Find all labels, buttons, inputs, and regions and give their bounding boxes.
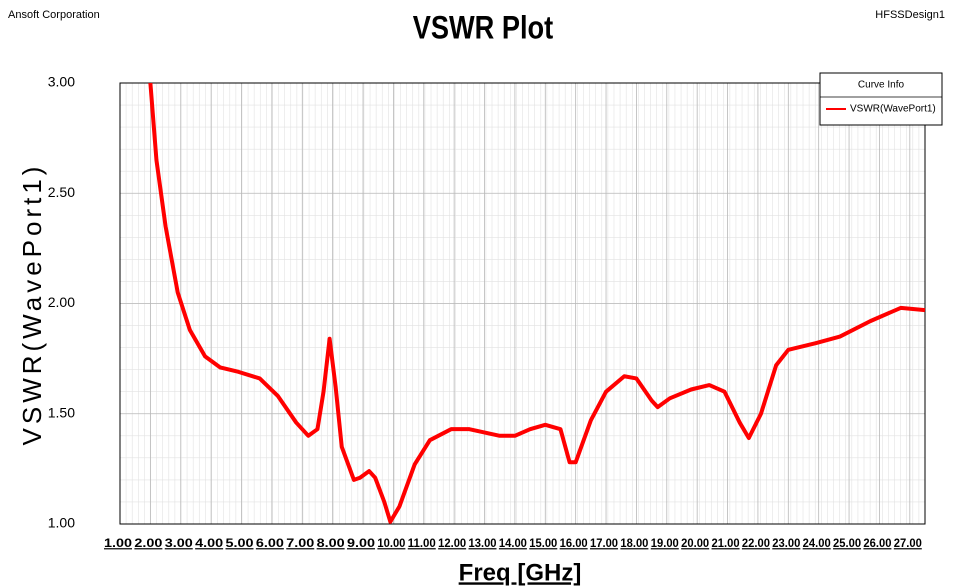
x-tick-label: 14.00 [499, 536, 527, 550]
y-tick-label: 1.00 [48, 515, 75, 531]
company: Ansoft Corporation [8, 9, 100, 21]
x-tick-label: 24.00 [803, 536, 831, 550]
x-tick-label: 13.00 [469, 536, 497, 550]
legend-title: Curve Info [858, 80, 905, 91]
x-axis-label: Freq [GHz] [459, 559, 582, 586]
x-tick-label: 23.00 [772, 536, 800, 550]
y-tick-label: 2.00 [48, 294, 75, 310]
x-tick-label: 25.00 [833, 536, 861, 550]
x-tick-label: 26.00 [863, 536, 891, 550]
x-tick-label: 10.00 [377, 536, 405, 550]
x-tick-label: 11.00 [408, 536, 436, 550]
legend-label: VSWR(WavePort1) [850, 104, 936, 115]
x-tick-label: 9.00 [347, 536, 375, 550]
x-tick-label: 22.00 [742, 536, 770, 550]
x-tick-label: 21.00 [712, 536, 740, 550]
x-tick-label: 1.00 [104, 536, 132, 550]
x-tick-label: 16.00 [560, 536, 588, 550]
x-tick-label: 15.00 [529, 536, 557, 550]
x-tick-label: 6.00 [256, 536, 284, 550]
y-axis-label: VSWR(WavePort1) [17, 163, 47, 446]
x-tick-label: 8.00 [317, 536, 345, 550]
x-tick-label: 18.00 [620, 536, 648, 550]
x-tick-label: 19.00 [651, 536, 679, 550]
chart-title: VSWR Plot [413, 10, 554, 46]
x-tick-label: 2.00 [134, 536, 162, 550]
x-tick-label: 4.00 [195, 536, 223, 550]
y-tick-label: 1.50 [48, 404, 75, 420]
plot-frame [119, 82, 926, 525]
y-tick-label: 3.00 [48, 74, 75, 90]
x-tick-label: 17.00 [590, 536, 618, 550]
legend-box [819, 72, 943, 126]
data-line [148, 82, 926, 524]
x-tick-label: 12.00 [438, 536, 466, 550]
x-tick-label: 3.00 [165, 536, 193, 550]
x-tick-label: 27.00 [894, 536, 922, 550]
design-name: HFSSDesign1 [875, 9, 945, 21]
x-tick-label: 20.00 [681, 536, 709, 550]
x-tick-label: 5.00 [226, 536, 254, 550]
x-tick-label: 7.00 [286, 536, 314, 550]
y-tick-label: 2.50 [48, 184, 75, 200]
